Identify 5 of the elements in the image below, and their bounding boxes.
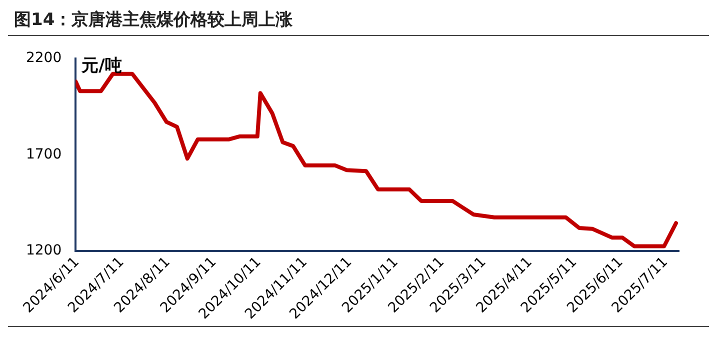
- chart-title: 图14：京唐港主焦煤价格较上周上涨: [8, 8, 709, 36]
- y-tick-label: 1200: [26, 242, 62, 259]
- y-axis-title: 元/吨: [80, 56, 122, 76]
- y-tick-label: 1700: [26, 146, 62, 162]
- y-tick-label: 2200: [26, 50, 62, 66]
